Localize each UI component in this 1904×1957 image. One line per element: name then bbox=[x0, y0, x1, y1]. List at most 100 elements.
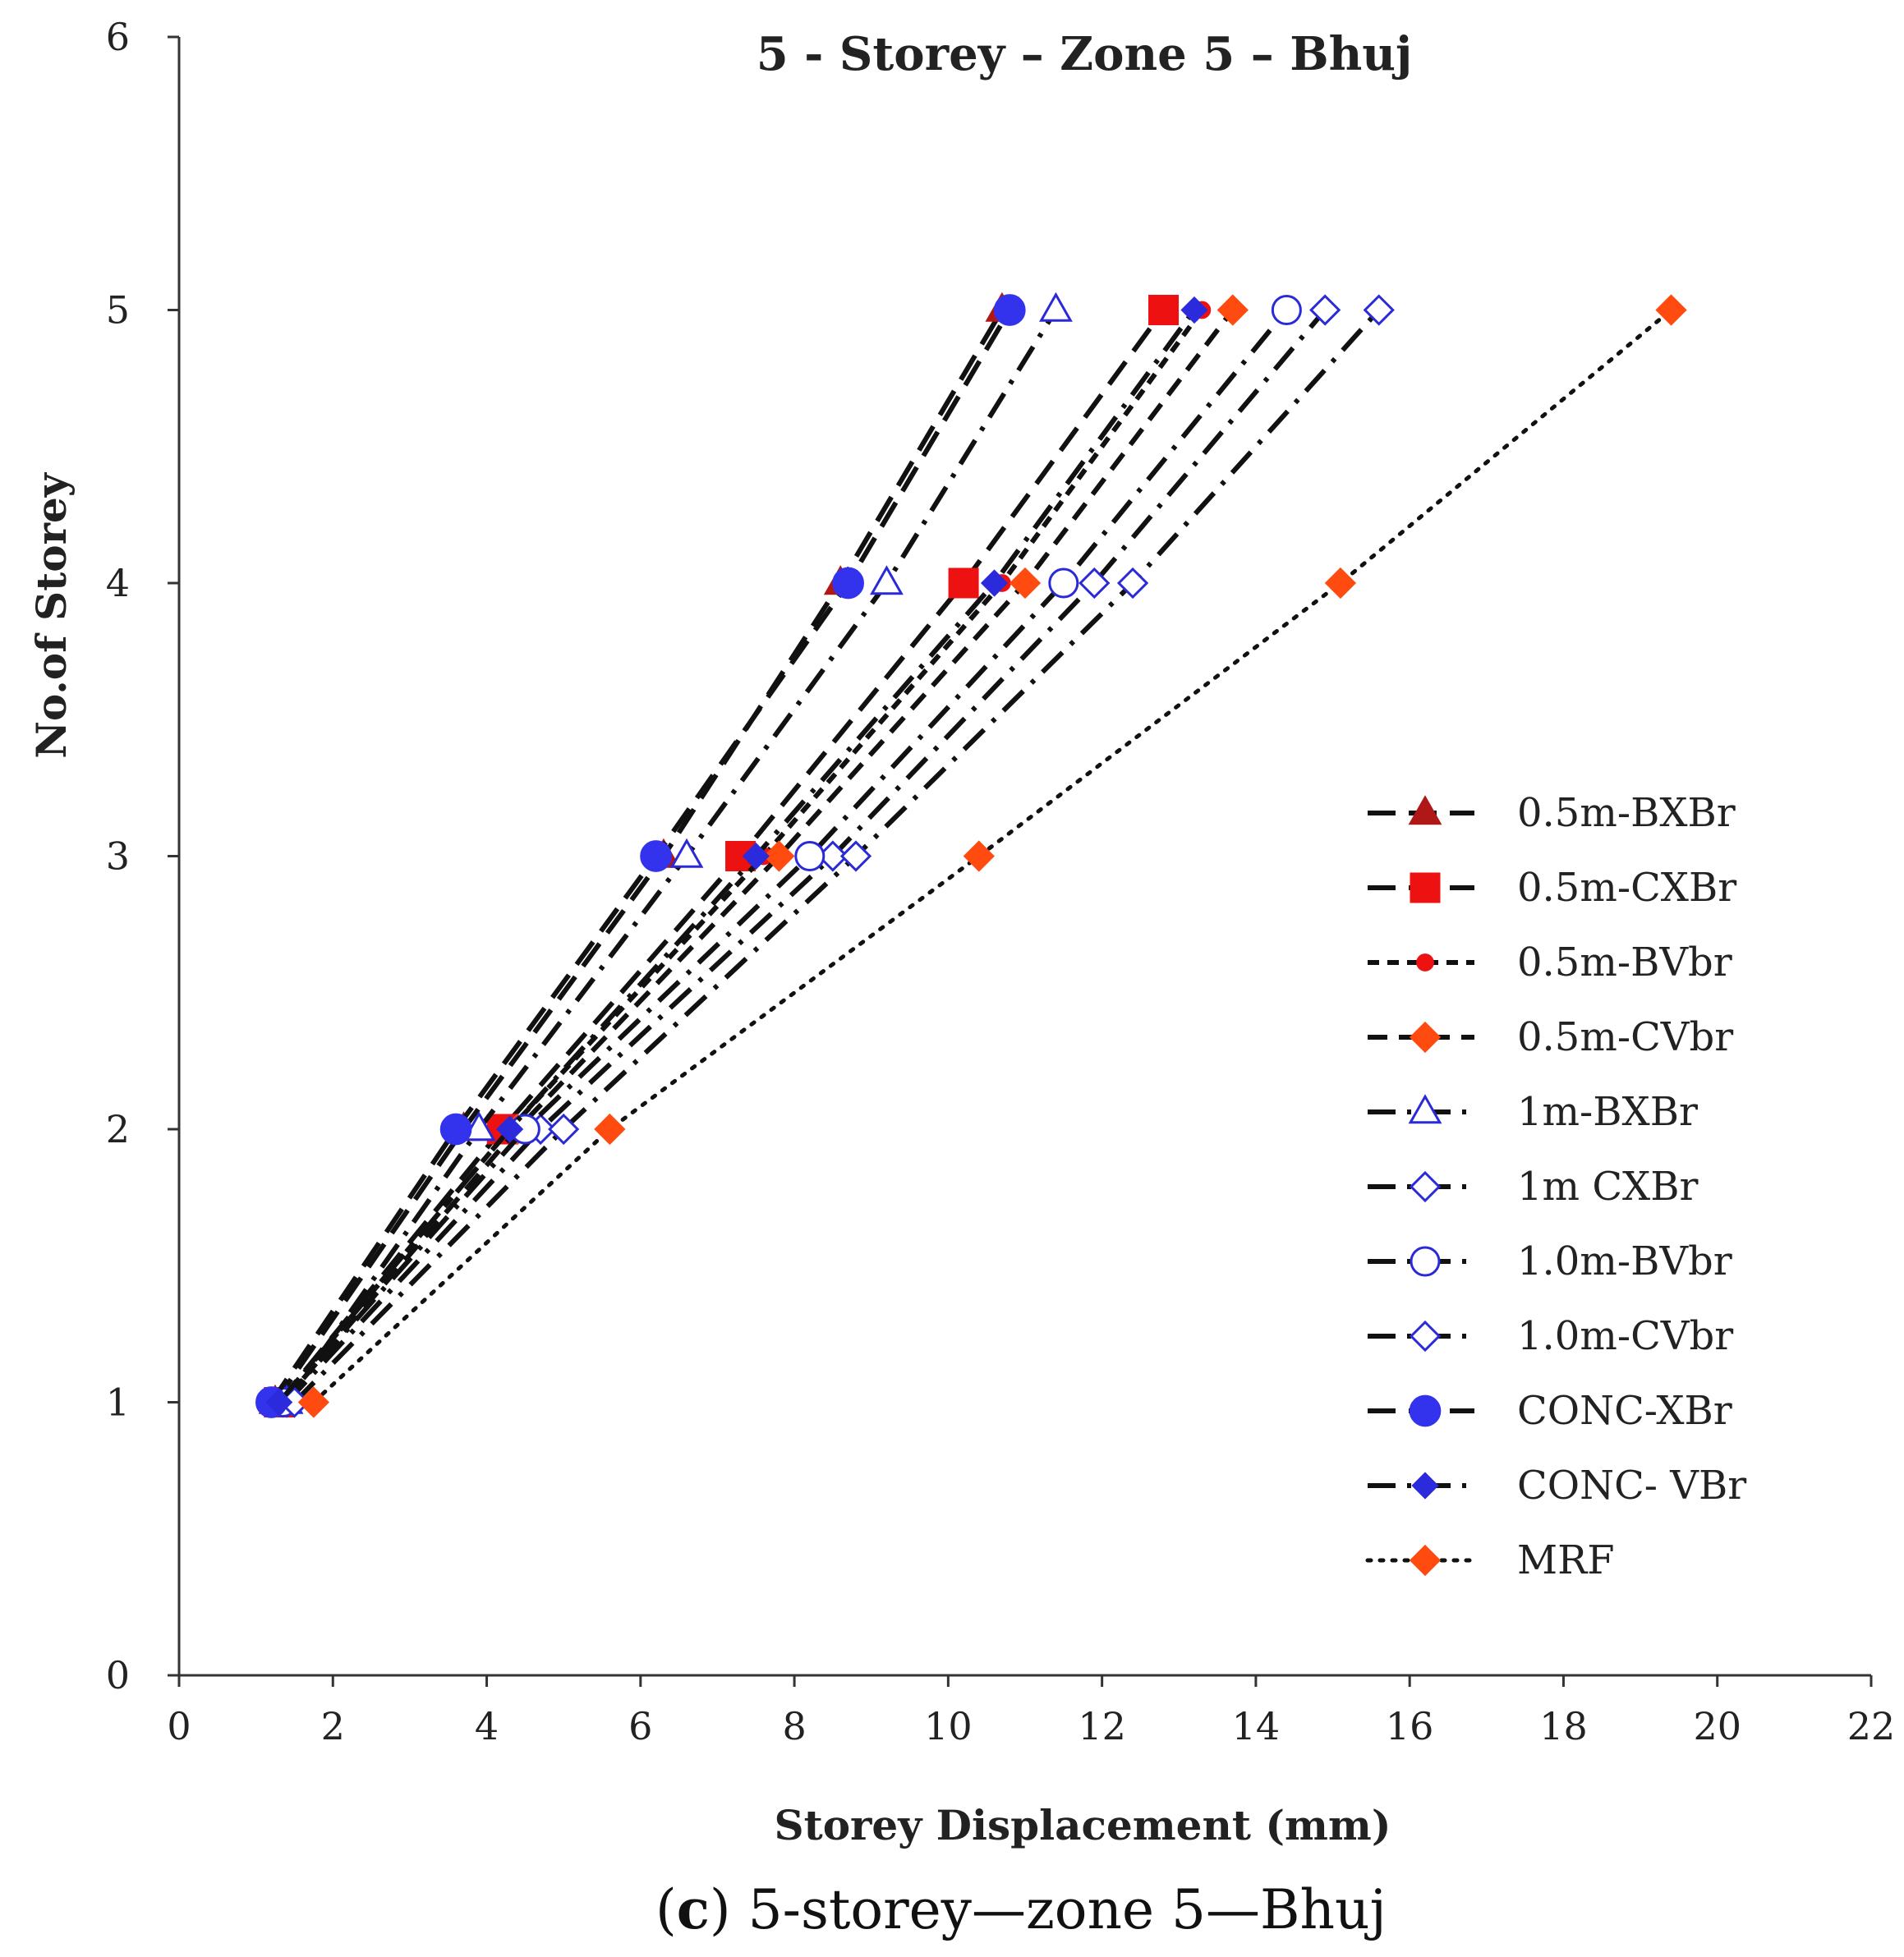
legend-label: CONC-XBr bbox=[1517, 1388, 1732, 1434]
legend-label: 1.0m-BVbr bbox=[1517, 1238, 1732, 1284]
data-point bbox=[297, 1386, 329, 1418]
legend-item: 0.5m-CXBr bbox=[1368, 865, 1736, 911]
data-point bbox=[669, 838, 704, 868]
data-point bbox=[640, 840, 672, 872]
data-point bbox=[1655, 294, 1687, 326]
data-point bbox=[1039, 292, 1073, 322]
y-tick-label: 4 bbox=[106, 561, 130, 605]
data-point bbox=[1116, 567, 1149, 600]
series-10 bbox=[297, 294, 1687, 1418]
series-0 bbox=[258, 292, 1019, 1414]
legend-label: 1.0m-CVbr bbox=[1517, 1313, 1733, 1359]
legend: 0.5m-BXBr 0.5m-CXBr 0.5m-BVbr 0.5m-CVbr 1m-B… bbox=[1365, 790, 1746, 1583]
y-tick-label: 1 bbox=[106, 1380, 130, 1425]
x-tick-label: 4 bbox=[475, 1704, 499, 1748]
x-tick-label: 6 bbox=[628, 1704, 652, 1748]
y-tick-label: 5 bbox=[106, 288, 130, 333]
y-tick-label: 2 bbox=[106, 1107, 130, 1151]
y-tick-label: 0 bbox=[106, 1653, 130, 1697]
legend-label: 0.5m-BVbr bbox=[1517, 939, 1732, 985]
legend-marker bbox=[1409, 1320, 1442, 1353]
data-point bbox=[1078, 567, 1111, 600]
data-point bbox=[265, 1388, 293, 1417]
svg-text:(c) 5-storey—zone 5—Bhuj: (c) 5-storey—zone 5—Bhuj bbox=[655, 1877, 1387, 1941]
data-point bbox=[1324, 567, 1357, 600]
legend-marker bbox=[1416, 953, 1434, 972]
legend-label: 0.5m-CXBr bbox=[1517, 865, 1736, 911]
y-tick-label: 6 bbox=[106, 15, 130, 59]
data-point bbox=[462, 1111, 496, 1142]
series-line bbox=[273, 308, 1005, 1404]
x-tick-label: 8 bbox=[782, 1704, 806, 1748]
data-point bbox=[1048, 567, 1079, 599]
legend-label: 1m CXBr bbox=[1517, 1164, 1698, 1210]
x-tick-label: 0 bbox=[167, 1704, 191, 1748]
data-point bbox=[439, 1113, 472, 1146]
legend-item: 1m CXBr bbox=[1368, 1164, 1698, 1210]
caption-letter: c bbox=[677, 1877, 710, 1941]
series-1 bbox=[264, 295, 1180, 1417]
caption-text: 5-storey—zone 5—Bhuj bbox=[748, 1878, 1387, 1941]
legend-label: 0.5m-CVbr bbox=[1517, 1014, 1733, 1060]
legend-marker bbox=[1409, 1544, 1442, 1577]
data-point bbox=[594, 1113, 626, 1146]
legend-item: 0.5m-CVbr bbox=[1368, 1014, 1733, 1060]
data-point bbox=[1009, 567, 1042, 600]
data-point bbox=[870, 565, 904, 595]
data-point bbox=[839, 840, 872, 872]
figure-caption: (c) 5-storey—zone 5—Bhuj bbox=[655, 1877, 1387, 1941]
data-point bbox=[1148, 295, 1180, 325]
data-point bbox=[794, 841, 826, 871]
legend-marker bbox=[1408, 1094, 1442, 1124]
series-layer bbox=[255, 292, 1687, 1418]
legend-item: MRF bbox=[1365, 1537, 1615, 1583]
x-axis-title: Storey Displacement (mm) bbox=[775, 1801, 1391, 1849]
x-tick-label: 14 bbox=[1232, 1704, 1281, 1748]
legend-marker bbox=[1411, 1472, 1439, 1500]
data-point bbox=[1271, 295, 1302, 325]
legend-marker bbox=[1409, 1021, 1442, 1054]
legend-item: 0.5m-BVbr bbox=[1368, 939, 1732, 985]
legend-marker bbox=[1408, 795, 1442, 825]
legend-item: CONC-XBr bbox=[1368, 1388, 1732, 1434]
data-point bbox=[1363, 294, 1395, 326]
legend-label: CONC- VBr bbox=[1517, 1463, 1746, 1509]
caption-paren-open: ( bbox=[655, 1878, 677, 1941]
y-axis-title: No.of Storey bbox=[27, 471, 76, 759]
series-7 bbox=[278, 294, 1395, 1418]
x-tick-label: 2 bbox=[321, 1704, 345, 1748]
data-point bbox=[832, 567, 864, 600]
x-tick-label: 16 bbox=[1386, 1704, 1434, 1748]
x-tick-label: 12 bbox=[1078, 1704, 1126, 1748]
series-line bbox=[281, 308, 1235, 1404]
series-9 bbox=[265, 296, 1208, 1417]
data-point bbox=[1216, 294, 1249, 326]
legend-item: 1m-BXBr bbox=[1368, 1089, 1698, 1135]
data-point bbox=[742, 842, 770, 871]
chart-title: 5 - Storey – Zone 5 – Bhuj bbox=[757, 27, 1413, 81]
legend-item: CONC- VBr bbox=[1368, 1463, 1746, 1509]
data-point bbox=[763, 840, 795, 872]
data-point bbox=[963, 840, 995, 872]
y-tick-label: 3 bbox=[106, 834, 130, 879]
data-point bbox=[993, 294, 1026, 326]
data-point bbox=[496, 1115, 524, 1143]
legend-item: 1.0m-BVbr bbox=[1368, 1238, 1732, 1284]
data-point bbox=[548, 1113, 580, 1146]
legend-item: 0.5m-BXBr bbox=[1368, 790, 1736, 836]
legend-label: 1m-BXBr bbox=[1517, 1089, 1698, 1135]
legend-item: 1.0m-CVbr bbox=[1368, 1313, 1733, 1359]
legend-marker bbox=[1410, 872, 1441, 903]
data-point bbox=[948, 567, 979, 599]
x-tick-label: 22 bbox=[1847, 1704, 1896, 1748]
legend-label: 0.5m-BXBr bbox=[1517, 790, 1736, 836]
legend-marker bbox=[1409, 1170, 1442, 1203]
x-tick-label: 10 bbox=[924, 1704, 973, 1748]
caption-paren-close: ) bbox=[710, 1878, 748, 1941]
x-tick-label: 20 bbox=[1693, 1704, 1741, 1748]
series-line bbox=[281, 308, 1289, 1404]
legend-marker bbox=[1410, 1246, 1441, 1277]
series-line bbox=[277, 308, 1166, 1404]
data-point bbox=[1180, 296, 1208, 324]
